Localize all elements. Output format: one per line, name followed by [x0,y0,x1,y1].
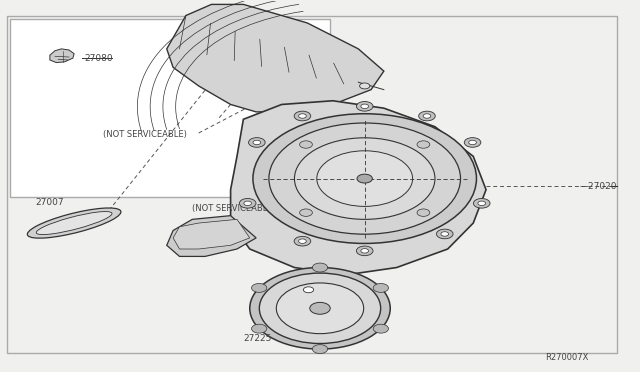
Circle shape [248,138,265,147]
Circle shape [253,140,260,145]
Circle shape [356,102,373,111]
Circle shape [361,248,369,253]
Circle shape [252,324,267,333]
Polygon shape [167,216,256,256]
Circle shape [373,324,388,333]
Text: R270007X: R270007X [545,353,588,362]
Circle shape [312,344,328,353]
Circle shape [250,267,390,349]
Text: 27225: 27225 [243,334,272,343]
Text: 27007: 27007 [36,198,65,207]
Text: —27020: —27020 [579,182,617,190]
Circle shape [373,283,388,292]
Polygon shape [173,219,250,249]
Circle shape [474,199,490,208]
Circle shape [252,283,267,292]
Bar [10,19,330,197]
Circle shape [423,114,431,118]
Polygon shape [50,49,74,62]
Circle shape [312,263,328,272]
Circle shape [360,83,370,89]
Circle shape [244,201,252,205]
Circle shape [417,209,430,217]
Circle shape [239,199,256,208]
Polygon shape [167,4,384,112]
Circle shape [299,114,307,118]
Text: (NOT SERVICEABLE): (NOT SERVICEABLE) [103,129,187,139]
Text: 27080: 27080 [84,54,113,62]
Circle shape [310,302,330,314]
Circle shape [464,138,481,147]
Circle shape [299,239,307,243]
Circle shape [294,236,311,246]
Circle shape [259,273,381,343]
Ellipse shape [36,212,112,235]
Circle shape [356,246,373,256]
Circle shape [357,174,372,183]
Circle shape [417,141,430,148]
Circle shape [361,104,369,109]
Circle shape [317,151,413,206]
Circle shape [294,138,435,219]
Circle shape [419,111,435,121]
Circle shape [253,114,476,243]
Circle shape [303,287,314,293]
Ellipse shape [28,208,121,238]
Text: (NOT SERVICEABLE): (NOT SERVICEABLE) [192,204,276,213]
Circle shape [436,229,453,239]
Circle shape [269,123,461,234]
Circle shape [294,111,311,121]
Polygon shape [230,101,486,275]
Circle shape [300,209,312,217]
Circle shape [276,283,364,334]
Circle shape [300,141,312,148]
Circle shape [478,201,486,205]
Circle shape [468,140,476,145]
Circle shape [441,232,449,236]
